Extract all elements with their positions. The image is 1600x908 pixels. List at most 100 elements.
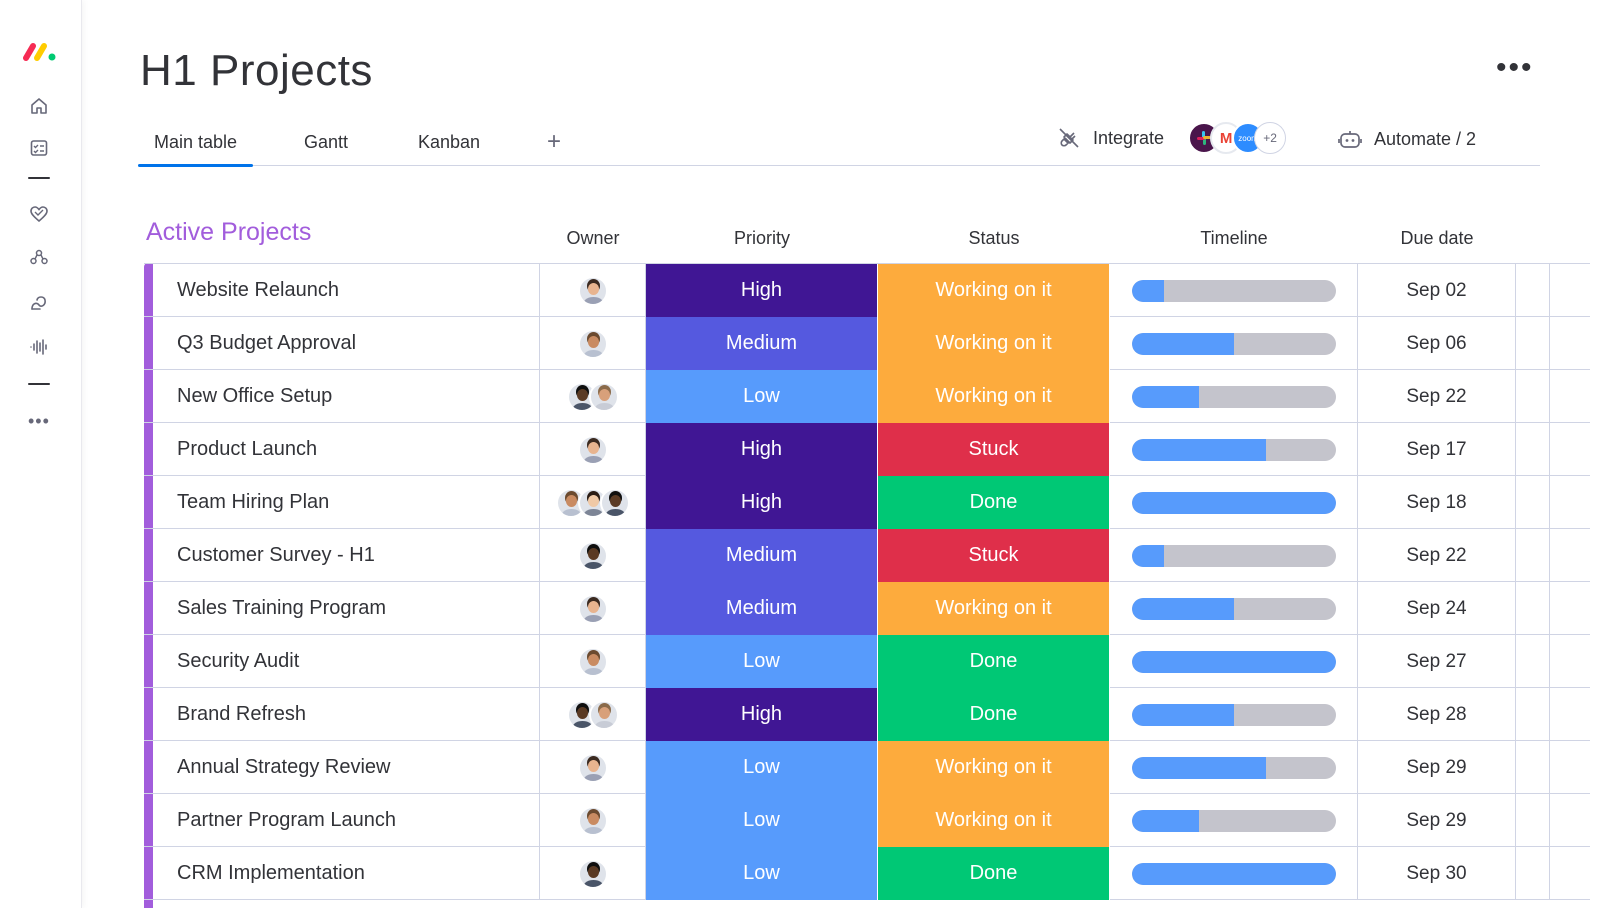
- owner-cell[interactable]: [540, 847, 646, 900]
- due-date[interactable]: Sep 27: [1358, 635, 1516, 688]
- timeline-cell[interactable]: [1110, 794, 1358, 847]
- table-row[interactable]: Security Audit Low Done Sep 27: [144, 635, 1590, 688]
- status-label[interactable]: Done: [878, 847, 1110, 900]
- add-view-button[interactable]: +: [547, 128, 562, 155]
- owner-cell[interactable]: [540, 688, 646, 741]
- priority-label[interactable]: Low: [646, 635, 878, 688]
- item-name[interactable]: Website Relaunch: [153, 264, 540, 317]
- due-date[interactable]: Sep 29: [1358, 794, 1516, 847]
- timeline-cell[interactable]: [1110, 688, 1358, 741]
- item-name[interactable]: Brand Refresh: [153, 688, 540, 741]
- table-row[interactable]: CRM Implementation Low Done Sep 30: [144, 847, 1590, 900]
- status-label[interactable]: Working on it: [878, 317, 1110, 370]
- status-label[interactable]: Working on it: [878, 794, 1110, 847]
- timeline-cell[interactable]: [1110, 423, 1358, 476]
- table-row[interactable]: Sales Training Program Medium Working on i…: [144, 582, 1590, 635]
- item-name[interactable]: Customer Survey - H1: [153, 529, 540, 582]
- due-date[interactable]: Sep 22: [1358, 370, 1516, 423]
- due-date[interactable]: Sep 30: [1358, 847, 1516, 900]
- tab-gantt[interactable]: Gantt: [304, 132, 349, 152]
- timeline-cell[interactable]: [1110, 635, 1358, 688]
- table-row[interactable]: Annual Strategy Review Low Working on it Se…: [144, 741, 1590, 794]
- timeline-cell[interactable]: [1110, 264, 1358, 317]
- status-label[interactable]: Working on it: [878, 370, 1110, 423]
- tab-main-table[interactable]: Main table: [137, 132, 254, 167]
- priority-label[interactable]: Medium: [646, 317, 878, 370]
- table-row[interactable]: Customer Survey - H1 Medium Stuck Sep 22: [144, 529, 1590, 582]
- item-name[interactable]: Annual Strategy Review: [153, 741, 540, 794]
- timeline-cell[interactable]: [1110, 741, 1358, 794]
- owner-cell[interactable]: [540, 741, 646, 794]
- status-label[interactable]: Done: [878, 476, 1110, 529]
- integrate-button[interactable]: Integrate M zoom +2: [1057, 122, 1287, 154]
- timeline-cell[interactable]: [1110, 847, 1358, 900]
- priority-label[interactable]: High: [646, 476, 878, 529]
- column-header-status[interactable]: Status: [968, 228, 1020, 248]
- item-name[interactable]: Security Audit: [153, 635, 540, 688]
- priority-label[interactable]: High: [646, 423, 878, 476]
- priority-label[interactable]: Low: [646, 794, 878, 847]
- item-name[interactable]: New Office Setup: [153, 370, 540, 423]
- status-label[interactable]: Stuck: [878, 423, 1110, 476]
- priority-label[interactable]: Medium: [646, 582, 878, 635]
- owner-cell[interactable]: [540, 529, 646, 582]
- status-label[interactable]: Done: [878, 688, 1110, 741]
- home-icon[interactable]: [28, 95, 50, 117]
- teams-icon[interactable]: [28, 247, 50, 269]
- table-row[interactable]: Team Hiring Plan High Done Sep 18: [144, 476, 1590, 529]
- table-row[interactable]: Brand Refresh High Done Sep 28: [144, 688, 1590, 741]
- workflow-icon[interactable]: [28, 292, 50, 314]
- priority-label[interactable]: Low: [646, 741, 878, 794]
- due-date[interactable]: Sep 02: [1358, 264, 1516, 317]
- timeline-cell[interactable]: [1110, 476, 1358, 529]
- timeline-cell[interactable]: [1110, 529, 1358, 582]
- due-date[interactable]: Sep 22: [1358, 529, 1516, 582]
- column-header-owner[interactable]: Owner: [566, 228, 620, 248]
- item-name[interactable]: Partner Program Launch: [153, 794, 540, 847]
- table-row[interactable]: New Office Setup Low Working on it Sep 22: [144, 370, 1590, 423]
- priority-label[interactable]: High: [646, 264, 878, 317]
- owner-cell[interactable]: [540, 423, 646, 476]
- timeline-cell[interactable]: [1110, 370, 1358, 423]
- owner-cell[interactable]: [540, 635, 646, 688]
- table-row[interactable]: Website Relaunch High Working on it Sep 02: [144, 264, 1590, 317]
- tab-kanban[interactable]: Kanban: [418, 132, 481, 152]
- column-header-priority[interactable]: Priority: [733, 228, 790, 248]
- due-date[interactable]: Sep 24: [1358, 582, 1516, 635]
- status-label[interactable]: Working on it: [878, 741, 1110, 794]
- owner-cell[interactable]: [540, 317, 646, 370]
- priority-label[interactable]: High: [646, 688, 878, 741]
- owner-cell[interactable]: [540, 794, 646, 847]
- priority-label[interactable]: Low: [646, 847, 878, 900]
- due-date[interactable]: Sep 17: [1358, 423, 1516, 476]
- item-name[interactable]: CRM Implementation: [153, 847, 540, 900]
- item-name[interactable]: Sales Training Program: [153, 582, 540, 635]
- table-row[interactable]: Q3 Budget Approval Medium Working on it Sep…: [144, 317, 1590, 370]
- status-label[interactable]: Working on it: [878, 582, 1110, 635]
- automate-button[interactable]: Automate / 2: [1338, 128, 1476, 150]
- status-label[interactable]: Working on it: [878, 264, 1110, 317]
- priority-label[interactable]: Low: [646, 370, 878, 423]
- priority-label[interactable]: Medium: [646, 529, 878, 582]
- board-menu-icon[interactable]: •••: [1496, 51, 1534, 84]
- timeline-cell[interactable]: [1110, 317, 1358, 370]
- monday-logo-icon[interactable]: [22, 40, 62, 64]
- sidebar-more-icon[interactable]: •••: [28, 411, 50, 431]
- due-date[interactable]: Sep 28: [1358, 688, 1516, 741]
- owner-cell[interactable]: [540, 370, 646, 423]
- owner-cell[interactable]: [540, 476, 646, 529]
- group-title[interactable]: Active Projects: [146, 218, 312, 246]
- table-row[interactable]: Product Launch High Stuck Sep 17: [144, 423, 1590, 476]
- favorites-heart-icon[interactable]: [28, 203, 50, 225]
- item-name[interactable]: Product Launch: [153, 423, 540, 476]
- column-header-timeline[interactable]: Timeline: [1200, 228, 1268, 248]
- my-work-icon[interactable]: [28, 137, 50, 159]
- status-label[interactable]: Stuck: [878, 529, 1110, 582]
- owner-cell[interactable]: [540, 582, 646, 635]
- table-row[interactable]: Partner Program Launch Low Working on it Se…: [144, 794, 1590, 847]
- due-date[interactable]: Sep 29: [1358, 741, 1516, 794]
- item-name[interactable]: Team Hiring Plan: [153, 476, 540, 529]
- voice-waves-icon[interactable]: [28, 336, 50, 358]
- due-date[interactable]: Sep 06: [1358, 317, 1516, 370]
- due-date[interactable]: Sep 18: [1358, 476, 1516, 529]
